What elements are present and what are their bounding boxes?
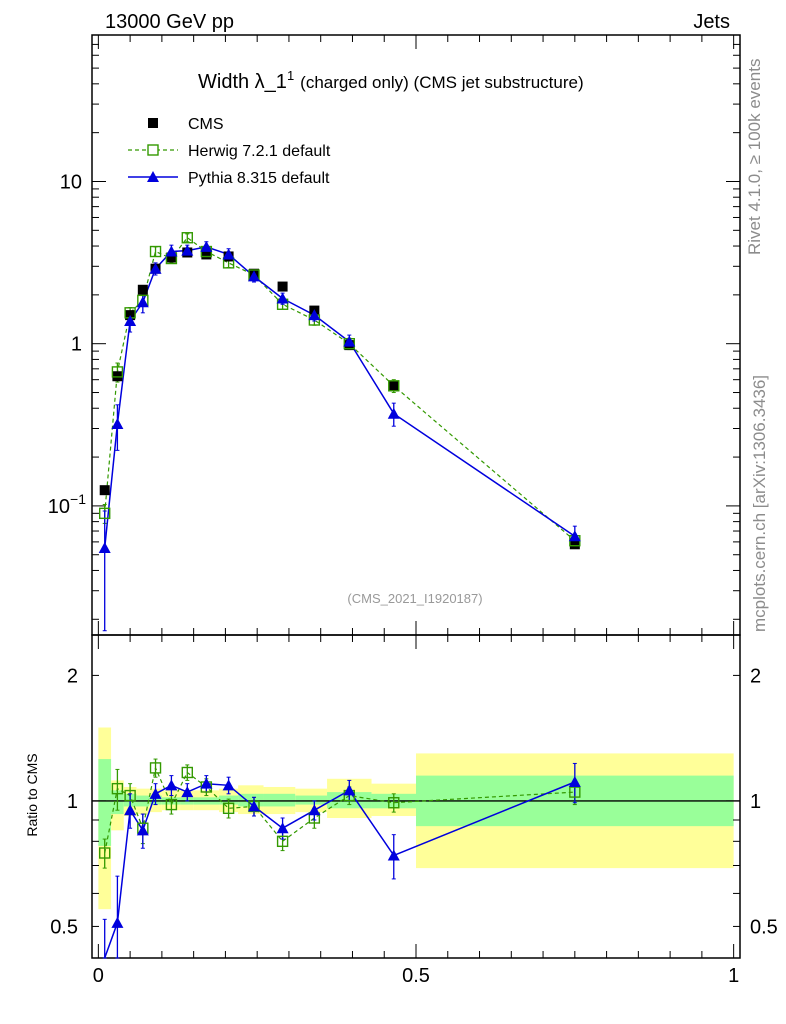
main-herwig-point-0 — [99, 507, 111, 520]
main-title-text: Width λ_1 — [198, 71, 287, 93]
main-pythia-point-9 — [248, 270, 260, 282]
header-left: 13000 GeV pp — [105, 11, 234, 33]
analysis-watermark: (CMS_2021_I1920187) — [347, 591, 482, 606]
main-pythia-point-4 — [149, 262, 162, 274]
ratio-herwig-point-8 — [222, 802, 235, 815]
ratio-herwig-point-5 — [165, 798, 178, 811]
main-title-subtitle: (charged only) (CMS jet substructure) — [300, 73, 583, 92]
legend-pythia-marker — [147, 171, 159, 182]
main-title-sup: 1 — [287, 68, 294, 83]
ratio-pythia-point-5 — [165, 779, 178, 791]
header-right: Jets — [693, 11, 730, 33]
xtick-label-1: 0.5 — [402, 965, 430, 987]
main-cms-point-5 — [166, 252, 177, 263]
main-ytick-label-1: 1 — [71, 334, 82, 356]
ratio-ytick-label-right-1: 1 — [750, 791, 761, 813]
legend: CMS Herwig 7.2.1 default Pythia 8.315 de… — [128, 116, 331, 187]
ratio-pythia-point-2 — [124, 804, 137, 816]
main-ytick-label-0: 10 — [60, 171, 82, 193]
main-pythia-point-0 — [98, 542, 111, 554]
xtick-label-0: 0 — [93, 965, 104, 987]
main-title: Width λ_11 (charged only) (CMS jet substr… — [198, 68, 584, 93]
main-cms-point-0 — [99, 485, 110, 496]
legend-pythia-label: Pythia 8.315 default — [188, 170, 330, 187]
main-herwig-point-1 — [111, 366, 124, 378]
side-label-top: Rivet 4.1.0, ≥ 100k events — [745, 59, 764, 255]
main-herwig-point-6 — [181, 232, 193, 244]
main-ytick-label-2: 10−1 — [48, 491, 86, 518]
ratio-pythia-point-12 — [343, 784, 356, 796]
main-ytick-label-base: 10 — [48, 496, 70, 518]
main-cms-point-3 — [137, 284, 148, 295]
main-pythia-point-12 — [343, 335, 356, 347]
main-pythia-point-7 — [200, 240, 213, 252]
ratio-ytick-label-right-0: 2 — [750, 665, 761, 687]
main-pythia-line — [103, 246, 576, 549]
main-pythia-point-10 — [276, 292, 289, 304]
main-pythia-point-5 — [165, 245, 178, 257]
main-pythia-point-14 — [568, 530, 581, 542]
main-pythia-point-1 — [111, 417, 124, 429]
side-label-bottom: mcplots.cern.ch [arXiv:1306.3436] — [750, 375, 769, 632]
legend-cms-marker — [148, 118, 158, 128]
ratio-herwig-point-6 — [181, 766, 193, 779]
ratio-panel: 2 2 1 1 0.5 0.5 0 0.5 1 — [50, 634, 778, 987]
main-pythia-point-8 — [222, 248, 235, 260]
main-pythia-point-13 — [387, 407, 400, 419]
ratio-band-inner-10 — [263, 793, 296, 807]
ratio-pythia-point-11 — [308, 804, 321, 816]
main-cms-point-14 — [569, 539, 580, 550]
ratio-band-inner-11 — [295, 795, 328, 805]
main-herwig-line — [104, 236, 576, 542]
ratio-pythia-point-9 — [248, 800, 260, 812]
ratio-ylabel: Ratio to CMS — [24, 753, 40, 836]
ratio-herwig-point-13 — [388, 797, 400, 809]
legend-herwig-label: Herwig 7.2.1 default — [188, 143, 331, 160]
ratio-herwig-point-1 — [111, 782, 124, 795]
ratio-pythia-point-8 — [222, 779, 235, 791]
main-pythia-point-2 — [124, 315, 137, 327]
ratio-pythia-point-4 — [149, 787, 162, 799]
main-ytick-label-exp: −1 — [70, 491, 86, 507]
ratio-pythia-point-7 — [200, 777, 213, 789]
legend-herwig-marker — [147, 144, 159, 156]
ratio-herwig-point-4 — [149, 762, 162, 774]
main-cms-point-10 — [277, 281, 288, 292]
main-pythia-point-3 — [136, 296, 149, 308]
ratio-herwig-point-2 — [124, 789, 136, 802]
xtick-label-2: 1 — [728, 965, 739, 987]
ratio-herwig-point-14 — [569, 786, 581, 798]
ratio-pythia-point-3 — [136, 824, 149, 836]
ratio-pythia-point-10 — [276, 822, 289, 834]
ratio-ytick-label-left-0: 2 — [67, 665, 78, 687]
main-herwig-point-4 — [149, 245, 162, 258]
main-pythia-point-11 — [308, 309, 321, 321]
ratio-pythia-point-1 — [111, 916, 124, 928]
main-cms-point-13 — [388, 380, 399, 391]
ratio-ytick-label-left-1: 1 — [67, 791, 78, 813]
ratio-band-inner-9 — [238, 793, 264, 807]
ratio-ytick-label-right-2: 0.5 — [750, 916, 778, 938]
ratio-herwig-point-0 — [99, 847, 111, 859]
legend-cms-label: CMS — [188, 116, 224, 133]
main-cms-point-7 — [201, 249, 212, 260]
main-pythia-point-6 — [181, 244, 194, 256]
ratio-band-inner-0 — [98, 759, 112, 846]
ratio-herwig-point-10 — [276, 835, 289, 848]
ratio-pythia-point-14 — [568, 776, 581, 788]
ratio-pythia-point-6 — [181, 786, 194, 798]
ratio-pythia-point-13 — [387, 849, 400, 861]
ratio-ytick-label-left-2: 0.5 — [50, 916, 78, 938]
main-herwig-point-13 — [388, 380, 400, 392]
